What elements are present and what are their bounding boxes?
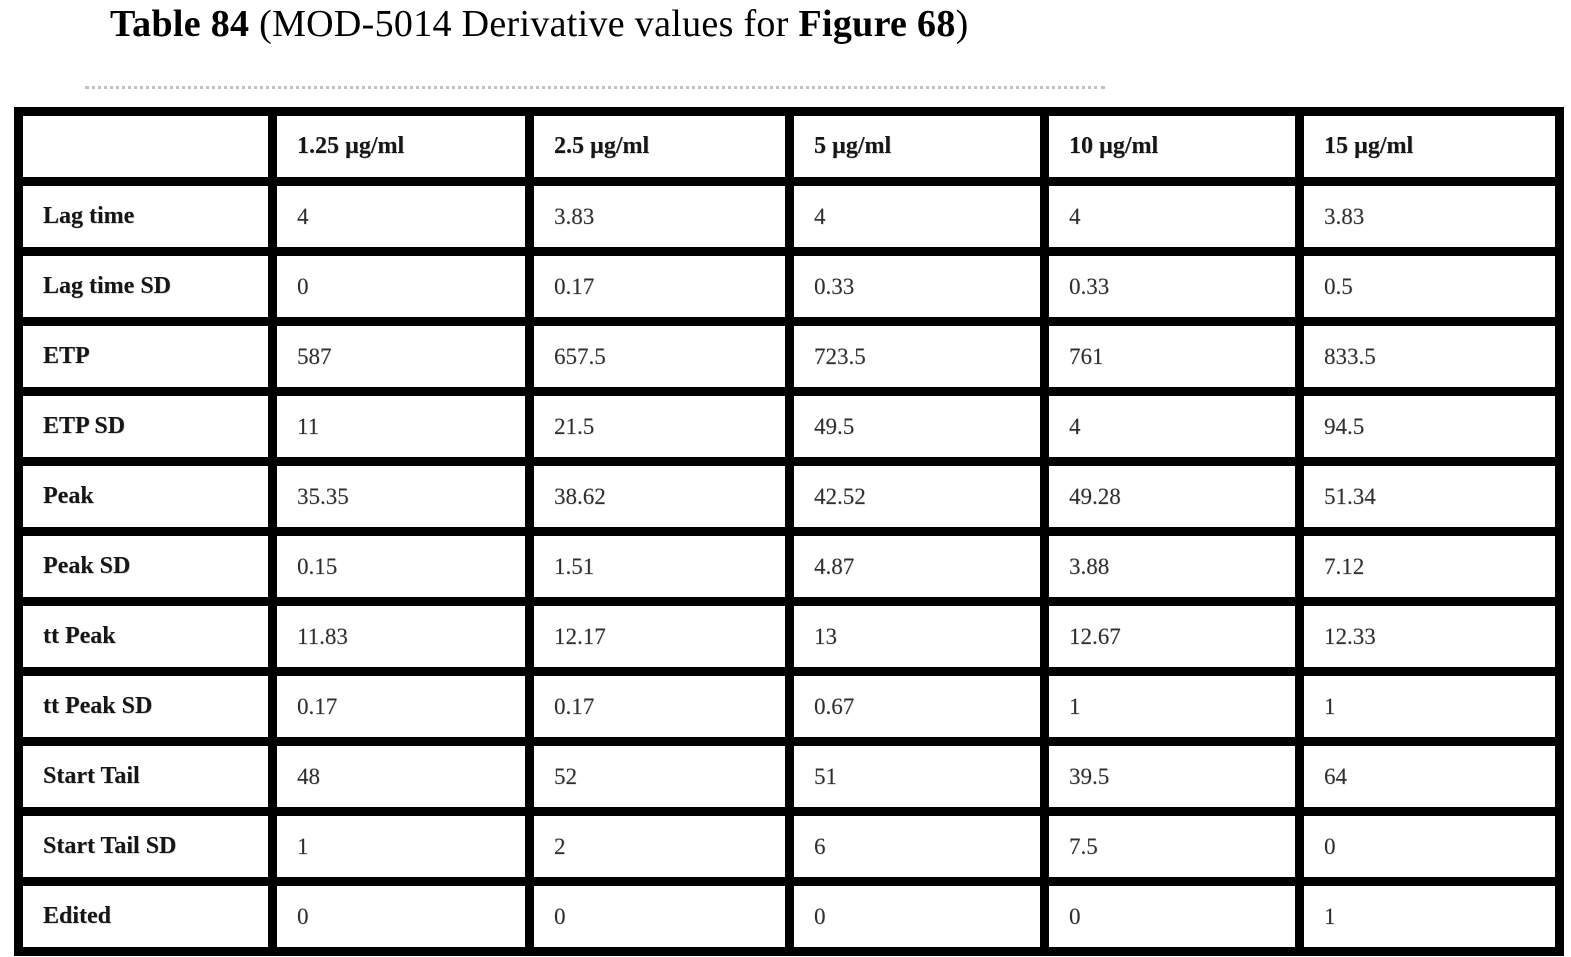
table-cell: 35.35 bbox=[268, 457, 534, 536]
table-cell: 39.5 bbox=[1040, 737, 1304, 816]
table-cell: 6 bbox=[785, 807, 1049, 886]
table-cell: 11.83 bbox=[268, 597, 534, 676]
table-row-etp: ETP 587 657.5 723.5 761 833.5 bbox=[14, 317, 1564, 396]
corner-cell bbox=[14, 107, 277, 186]
table-cell: 0 bbox=[1295, 807, 1564, 886]
table-cell: 0 bbox=[268, 247, 534, 326]
scan-artifact-line bbox=[85, 86, 1105, 89]
table-row-tt-peak-sd: tt Peak SD 0.17 0.17 0.67 1 1 bbox=[14, 667, 1564, 746]
table-cell: 0.33 bbox=[1040, 247, 1304, 326]
column-header-10: 10 µg/ml bbox=[1040, 107, 1304, 186]
table-title-close-paren: ) bbox=[955, 3, 969, 45]
row-label: ETP SD bbox=[14, 387, 277, 466]
table-cell: 833.5 bbox=[1295, 317, 1564, 396]
row-label: Peak bbox=[14, 457, 277, 536]
table-cell: 587 bbox=[268, 317, 534, 396]
table-cell: 4 bbox=[1040, 177, 1304, 256]
table-cell: 3.83 bbox=[525, 177, 794, 256]
column-header-15: 15 µg/ml bbox=[1295, 107, 1564, 186]
row-label: ETP bbox=[14, 317, 277, 396]
table-row-start-tail: Start Tail 48 52 51 39.5 64 bbox=[14, 737, 1564, 816]
table-cell: 3.88 bbox=[1040, 527, 1304, 606]
table-row-lag-time: Lag time 4 3.83 4 4 3.83 bbox=[14, 177, 1564, 256]
table-cell: 12.17 bbox=[525, 597, 794, 676]
row-label: Start Tail bbox=[14, 737, 277, 816]
table-cell: 0.67 bbox=[785, 667, 1049, 746]
table-cell: 4 bbox=[785, 177, 1049, 256]
table-cell: 7.5 bbox=[1040, 807, 1304, 886]
table-title: Table 84 (MOD-5014 Derivative values for… bbox=[110, 2, 969, 46]
table-cell: 49.28 bbox=[1040, 457, 1304, 536]
table-cell: 0.17 bbox=[525, 667, 794, 746]
table-cell: 12.67 bbox=[1040, 597, 1304, 676]
row-label: Lag time SD bbox=[14, 247, 277, 326]
table-cell: 94.5 bbox=[1295, 387, 1564, 466]
column-header-1-25: 1.25 µg/ml bbox=[268, 107, 534, 186]
table-cell: 0 bbox=[785, 877, 1049, 956]
table-cell: 657.5 bbox=[525, 317, 794, 396]
row-label: Peak SD bbox=[14, 527, 277, 606]
table-row-edited: Edited 0 0 0 0 1 bbox=[14, 877, 1564, 956]
column-header-2-5: 2.5 µg/ml bbox=[525, 107, 794, 186]
table-title-figure-ref: Figure 68 bbox=[798, 3, 956, 45]
row-label: tt Peak SD bbox=[14, 667, 277, 746]
table-cell: 1 bbox=[1295, 667, 1564, 746]
table-cell: 1.51 bbox=[525, 527, 794, 606]
table-cell: 38.62 bbox=[525, 457, 794, 536]
table-cell: 51 bbox=[785, 737, 1049, 816]
table-cell: 0 bbox=[1040, 877, 1304, 956]
table-cell: 1 bbox=[268, 807, 534, 886]
table-cell: 0 bbox=[268, 877, 534, 956]
table-cell: 4 bbox=[268, 177, 534, 256]
table-cell: 2 bbox=[525, 807, 794, 886]
header-row: 1.25 µg/ml 2.5 µg/ml 5 µg/ml 10 µg/ml 15… bbox=[14, 107, 1564, 186]
row-label: Lag time bbox=[14, 177, 277, 256]
table-cell: 0.33 bbox=[785, 247, 1049, 326]
table-cell: 42.52 bbox=[785, 457, 1049, 536]
table-cell: 0.15 bbox=[268, 527, 534, 606]
table-cell: 0 bbox=[525, 877, 794, 956]
table-title-description: (MOD-5014 Derivative values for bbox=[249, 3, 799, 45]
table-cell: 48 bbox=[268, 737, 534, 816]
table-cell: 7.12 bbox=[1295, 527, 1564, 606]
table-cell: 723.5 bbox=[785, 317, 1049, 396]
table-cell: 0.17 bbox=[525, 247, 794, 326]
table-cell: 49.5 bbox=[785, 387, 1049, 466]
table-row-start-tail-sd: Start Tail SD 1 2 6 7.5 0 bbox=[14, 807, 1564, 886]
table-row-peak-sd: Peak SD 0.15 1.51 4.87 3.88 7.12 bbox=[14, 527, 1564, 606]
table-row-peak: Peak 35.35 38.62 42.52 49.28 51.34 bbox=[14, 457, 1564, 536]
table-row-etp-sd: ETP SD 11 21.5 49.5 4 94.5 bbox=[14, 387, 1564, 466]
table-cell: 761 bbox=[1040, 317, 1304, 396]
column-header-5: 5 µg/ml bbox=[785, 107, 1049, 186]
derivative-values-table: 1.25 µg/ml 2.5 µg/ml 5 µg/ml 10 µg/ml 15… bbox=[14, 107, 1564, 956]
table-cell: 13 bbox=[785, 597, 1049, 676]
table-cell: 64 bbox=[1295, 737, 1564, 816]
row-label: Start Tail SD bbox=[14, 807, 277, 886]
table-cell: 3.83 bbox=[1295, 177, 1564, 256]
table-cell: 12.33 bbox=[1295, 597, 1564, 676]
table-cell: 0.17 bbox=[268, 667, 534, 746]
table-cell: 1 bbox=[1040, 667, 1304, 746]
table-cell: 4 bbox=[1040, 387, 1304, 466]
table-cell: 11 bbox=[268, 387, 534, 466]
table-row-tt-peak: tt Peak 11.83 12.17 13 12.67 12.33 bbox=[14, 597, 1564, 676]
table-cell: 52 bbox=[525, 737, 794, 816]
table-cell: 4.87 bbox=[785, 527, 1049, 606]
row-label: tt Peak bbox=[14, 597, 277, 676]
table-cell: 1 bbox=[1295, 877, 1564, 956]
table-cell: 21.5 bbox=[525, 387, 794, 466]
table-cell: 51.34 bbox=[1295, 457, 1564, 536]
row-label: Edited bbox=[14, 877, 277, 956]
table-title-number: Table 84 bbox=[110, 3, 250, 45]
table-row-lag-time-sd: Lag time SD 0 0.17 0.33 0.33 0.5 bbox=[14, 247, 1564, 326]
table-cell: 0.5 bbox=[1295, 247, 1564, 326]
